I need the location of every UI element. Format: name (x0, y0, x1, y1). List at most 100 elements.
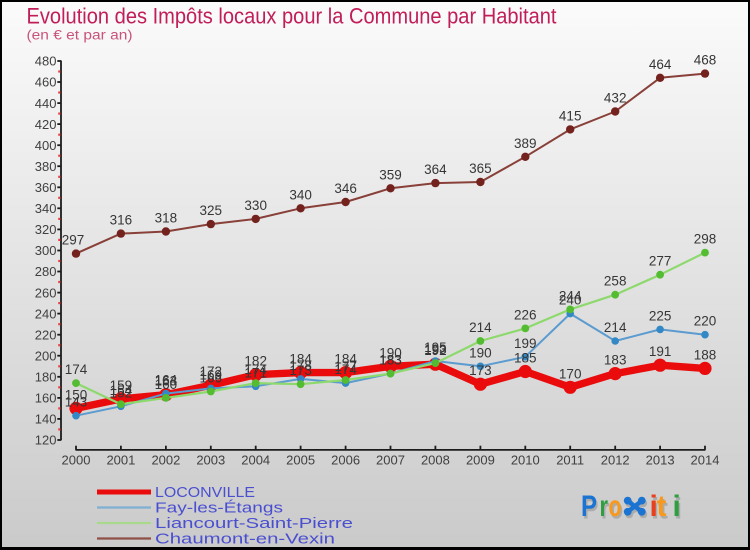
svg-text:225: 225 (649, 308, 672, 323)
svg-text:154: 154 (110, 383, 133, 398)
svg-text:320: 320 (35, 222, 57, 237)
svg-text:178: 178 (289, 358, 312, 373)
svg-text:200: 200 (35, 348, 57, 363)
svg-text:359: 359 (379, 167, 402, 182)
svg-text:340: 340 (35, 201, 57, 216)
svg-text:180: 180 (35, 370, 57, 385)
svg-text:2009: 2009 (466, 453, 495, 468)
svg-text:166: 166 (200, 371, 223, 386)
svg-text:2012: 2012 (601, 453, 630, 468)
svg-text:163: 163 (155, 374, 178, 389)
svg-text:r: r (601, 493, 610, 526)
svg-text:174: 174 (244, 362, 267, 377)
svg-text:316: 316 (110, 213, 133, 228)
svg-text:169: 169 (200, 367, 223, 382)
svg-text:2004: 2004 (241, 453, 270, 468)
svg-text:330: 330 (244, 198, 267, 213)
svg-text:190: 190 (469, 345, 492, 360)
svg-text:340: 340 (289, 187, 312, 202)
svg-text:258: 258 (604, 274, 627, 289)
svg-text:468: 468 (694, 53, 717, 68)
svg-text:P: P (581, 490, 597, 523)
svg-text:193: 193 (424, 342, 447, 357)
svg-text:184: 184 (289, 352, 312, 367)
svg-text:Fay-les-Étangs: Fay-les-Étangs (155, 500, 283, 517)
svg-text:240: 240 (559, 293, 582, 308)
svg-text:277: 277 (649, 254, 672, 269)
svg-text:2002: 2002 (151, 453, 180, 468)
svg-text:195: 195 (424, 340, 447, 355)
svg-text:152: 152 (110, 385, 133, 400)
svg-text:159: 159 (110, 378, 133, 393)
svg-text:170: 170 (559, 366, 582, 381)
svg-text:415: 415 (559, 108, 582, 123)
svg-text:298: 298 (694, 232, 717, 247)
svg-text:190: 190 (379, 345, 402, 360)
svg-text:183: 183 (379, 353, 402, 368)
svg-text:2000: 2000 (62, 453, 91, 468)
svg-text:174: 174 (65, 362, 88, 377)
svg-text:(en € et par an): (en € et par an) (27, 28, 133, 43)
svg-text:o: o (609, 490, 622, 523)
svg-text:260: 260 (35, 285, 57, 300)
svg-text:365: 365 (469, 161, 492, 176)
svg-text:164: 164 (155, 373, 178, 388)
svg-text:184: 184 (334, 352, 357, 367)
svg-text:360: 360 (35, 180, 57, 195)
svg-text:226: 226 (514, 307, 537, 322)
svg-text:364: 364 (424, 162, 447, 177)
svg-text:t: t (657, 490, 667, 523)
svg-text:183: 183 (379, 353, 402, 368)
svg-text:188: 188 (694, 347, 717, 362)
svg-text:140: 140 (35, 412, 57, 427)
svg-text:150: 150 (65, 387, 88, 402)
svg-text:2014: 2014 (691, 453, 720, 468)
svg-text:t: t (658, 493, 668, 526)
svg-text:300: 300 (35, 243, 57, 258)
svg-text:i: i (651, 493, 659, 526)
svg-text:2011: 2011 (556, 453, 584, 468)
svg-text:240: 240 (35, 306, 57, 321)
svg-text:325: 325 (200, 203, 223, 218)
svg-text:191: 191 (649, 344, 672, 359)
svg-text:160: 160 (155, 377, 178, 392)
svg-text:185: 185 (514, 351, 537, 366)
svg-text:P: P (583, 493, 599, 526)
svg-text:318: 318 (155, 211, 178, 226)
svg-text:173: 173 (289, 363, 312, 378)
svg-text:o: o (610, 493, 623, 526)
svg-text:480: 480 (35, 54, 57, 69)
svg-text:2006: 2006 (331, 453, 360, 468)
svg-text:2001: 2001 (106, 453, 135, 468)
svg-text:2010: 2010 (511, 453, 540, 468)
svg-text:220: 220 (35, 327, 57, 342)
svg-text:174: 174 (334, 362, 357, 377)
svg-text:400: 400 (35, 138, 57, 153)
svg-text:432: 432 (604, 91, 627, 106)
svg-text:214: 214 (469, 320, 492, 335)
svg-text:172: 172 (200, 364, 223, 379)
svg-text:LOCONVILLE: LOCONVILLE (155, 484, 255, 501)
svg-text:143: 143 (65, 395, 88, 410)
svg-text:177: 177 (334, 359, 357, 374)
svg-text:i: i (650, 490, 658, 523)
svg-text:Liancourt-Saint-Pierre: Liancourt-Saint-Pierre (155, 515, 353, 532)
svg-text:440: 440 (35, 96, 57, 111)
svg-text:297: 297 (62, 233, 85, 248)
svg-text:Evolution des Impôts locaux po: Evolution des Impôts locaux pour la Comm… (27, 4, 558, 29)
svg-text:464: 464 (649, 57, 672, 72)
svg-text:2008: 2008 (421, 453, 450, 468)
svg-text:192: 192 (424, 343, 447, 358)
svg-text:380: 380 (35, 159, 57, 174)
svg-text:420: 420 (35, 117, 57, 132)
svg-text:280: 280 (35, 264, 57, 279)
svg-text:346: 346 (334, 181, 357, 196)
svg-text:183: 183 (604, 353, 627, 368)
svg-text:2003: 2003 (196, 453, 225, 468)
svg-text:220: 220 (694, 314, 717, 329)
svg-text:2005: 2005 (286, 453, 315, 468)
svg-text:120: 120 (35, 433, 57, 448)
svg-text:i: i (673, 490, 681, 523)
svg-text:2013: 2013 (646, 453, 675, 468)
svg-text:244: 244 (559, 288, 582, 303)
